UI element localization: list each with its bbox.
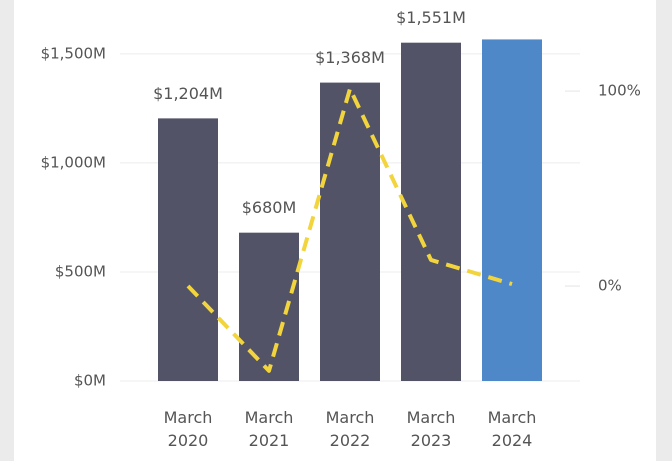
bar xyxy=(401,42,461,382)
data-label: $1,551M xyxy=(396,8,466,27)
bar xyxy=(482,39,542,381)
data-label: $680M xyxy=(242,198,297,217)
y2-tick-label: 100% xyxy=(598,82,641,100)
y-tick-label: $1,500M xyxy=(41,44,106,62)
data-label: $1,368M xyxy=(315,48,385,67)
bar xyxy=(158,118,218,381)
x-tick-label: March 2023 xyxy=(406,408,456,450)
chart-panel: $0M $500M $1,000M $1,500M 0% 100% $1,204M $680M… xyxy=(14,0,656,461)
y-tick-label: $500M xyxy=(55,262,106,280)
x-tick-label: March 2021 xyxy=(244,408,294,450)
data-label: $1,204M xyxy=(153,84,223,103)
bar xyxy=(320,82,380,381)
bar xyxy=(239,232,299,381)
y2-tick-label: 0% xyxy=(598,277,622,295)
x-tick-label: March 2022 xyxy=(325,408,375,450)
line xyxy=(186,86,513,373)
y-tick-label: $1,000M xyxy=(41,153,106,171)
x-tick-label: March 2024 xyxy=(487,408,537,450)
x-tick-label: March 2020 xyxy=(163,408,213,450)
y-tick-label: $0M xyxy=(74,372,106,390)
